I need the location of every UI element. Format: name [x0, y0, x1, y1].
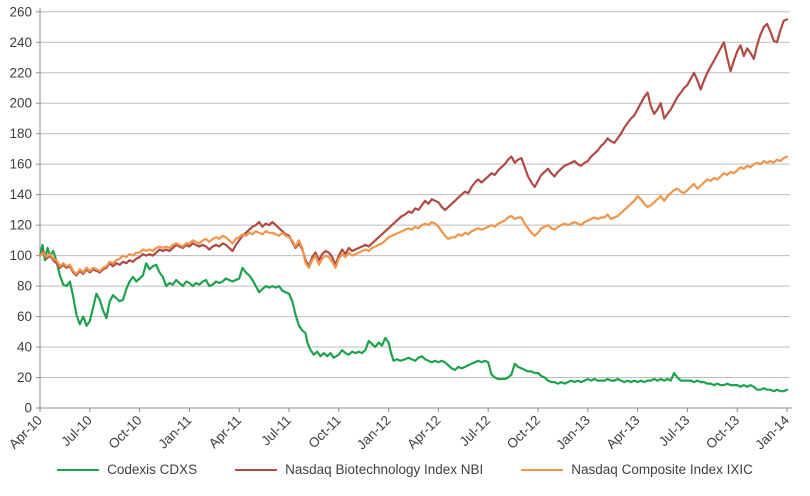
x-axis-label: Oct-12: [504, 413, 543, 452]
legend-item-nasdaq-biotechnology-nbi: Nasdaq Biotechnology Index NBI: [235, 462, 483, 477]
y-axis-label: 100: [9, 248, 32, 263]
y-axis-label: 160: [9, 157, 32, 172]
legend-label: Nasdaq Composite Index IXIC: [571, 462, 753, 477]
x-axis-label: Oct-13: [703, 413, 742, 452]
x-axis-label: Jul-13: [656, 413, 693, 450]
x-axis-label: Apr-10: [6, 413, 45, 452]
x-axis-label: Jul-10: [58, 413, 95, 450]
x-axis-label: Oct-11: [305, 413, 344, 452]
legend-label: Codexis CDXS: [107, 462, 198, 477]
y-axis-label: 240: [9, 35, 32, 50]
x-axis-label: Jan-13: [553, 413, 593, 453]
legend-label: Nasdaq Biotechnology Index NBI: [285, 462, 484, 477]
x-axis-label: Jul-11: [258, 413, 294, 449]
x-axis-label: Oct-10: [105, 413, 144, 452]
y-axis-label: 80: [17, 279, 32, 294]
x-axis-label: Jul-12: [457, 413, 494, 450]
legend-line-swatch-green: [57, 468, 100, 471]
x-axis-label: Apr-11: [206, 413, 245, 452]
legend-item-nasdaq-composite-ixic: Nasdaq Composite Index IXIC: [521, 462, 753, 477]
chart-canvas: 0 20 40 60 80 100 120 140 160 180 200 220 240 260 Apr-…: [6, 4, 793, 453]
y-axis-label: 20: [17, 370, 32, 385]
chart-legend: Codexis CDXS Nasdaq Biotechnology Index …: [0, 462, 810, 477]
y-axis-label: 60: [17, 309, 32, 324]
series-line-nasdaq-biotechnology-nbi: [38, 18, 789, 277]
legend-line-swatch-red: [235, 468, 278, 471]
legend-item-codexis-cdxs: Codexis CDXS: [57, 462, 197, 477]
y-axis-label: 0: [24, 401, 32, 416]
x-axis-label: Apr-12: [404, 413, 443, 452]
legend-line-swatch-orange: [521, 468, 564, 471]
x-axis-label: Apr-13: [603, 413, 642, 452]
x-axis-label: Jan-12: [354, 413, 394, 453]
y-axis-label: 200: [9, 96, 32, 111]
y-axis-label: 120: [9, 218, 32, 233]
series-line-nasdaq-composite-ixic: [38, 155, 789, 275]
x-axis-label: Jan-11: [155, 413, 194, 452]
y-axis-label: 40: [17, 340, 32, 355]
y-axis-label: 260: [9, 4, 32, 19]
y-axis-label: 220: [9, 65, 32, 80]
y-axis-label: 180: [9, 126, 32, 141]
series-line-codexis-cdxs: [38, 243, 789, 393]
y-axis-label: 140: [9, 187, 32, 202]
x-axis-label: Jan-14: [752, 412, 792, 452]
